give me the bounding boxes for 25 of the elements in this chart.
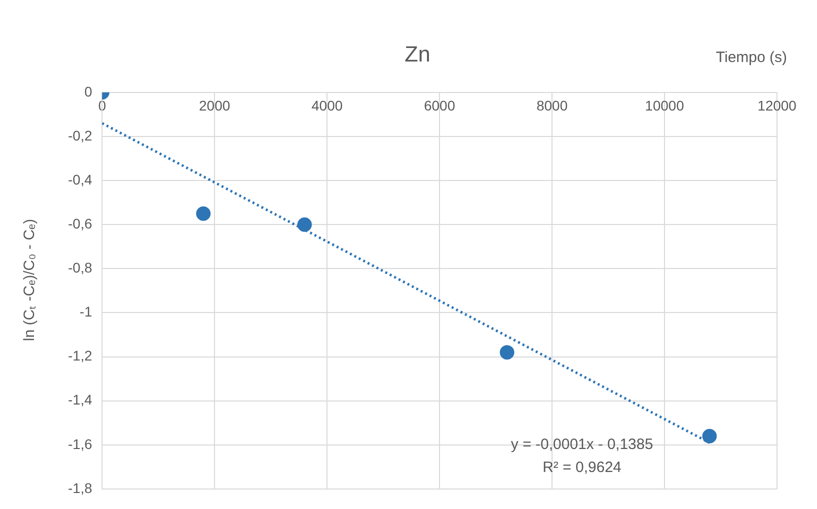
- x-tick-label: 12000: [758, 98, 797, 114]
- x-axis-title: Tiempo (s): [716, 49, 787, 66]
- x-tick-label: 8000: [536, 98, 568, 114]
- point: [297, 217, 312, 232]
- y-tick-label: -1,6: [68, 436, 92, 452]
- y-axis-title: ln (Cₜ -Cₑ)/C₀ - Cₑ): [20, 218, 38, 342]
- y-tick-label: -1,4: [68, 392, 92, 408]
- chart-title: Zn: [404, 41, 430, 66]
- point: [500, 345, 514, 360]
- annotation: y = -0,0001x - 0,1385: [510, 436, 654, 453]
- x-tick-label: 4000: [312, 98, 343, 114]
- point: [196, 206, 211, 221]
- y-tick-label: -0,8: [68, 260, 92, 276]
- x-tick-label: 6000: [424, 98, 456, 114]
- y-tick-label: -1,2: [68, 348, 92, 364]
- x-tick-label: 10000: [645, 98, 684, 114]
- point: [702, 428, 717, 444]
- annotation: R² = 0,9624: [542, 459, 622, 476]
- y-tick-label: -0,2: [68, 127, 92, 144]
- x-tick-label: 2000: [199, 98, 230, 114]
- y-tick-label: -1: [80, 304, 92, 320]
- y-tick-label: -1,8: [68, 480, 92, 496]
- y-tick-label: -0,6: [68, 215, 92, 232]
- y-tick-label: -0,4: [68, 171, 92, 188]
- y-tick-label: 0: [84, 83, 92, 100]
